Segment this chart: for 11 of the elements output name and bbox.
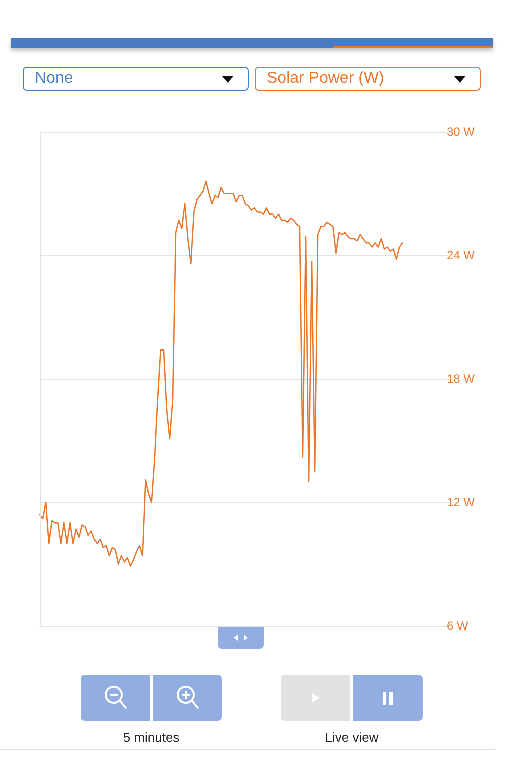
y-axis-title: Solar Power (W) [267, 70, 384, 88]
y-tick-label: 12 W [447, 496, 476, 510]
text: 5 minutes [122, 730, 181, 745]
y-tick-label: 18 W [447, 372, 476, 386]
dropdown-field: None [23, 67, 249, 91]
y-tick-label: 6 W [447, 619, 470, 633]
y-tick-label: 30 W [447, 125, 476, 139]
text: Live view [324, 730, 380, 745]
dropdown-field: Solar Power (W) [255, 67, 481, 91]
line-series [39, 180, 404, 567]
y-tick-label: 24 W [447, 248, 476, 262]
